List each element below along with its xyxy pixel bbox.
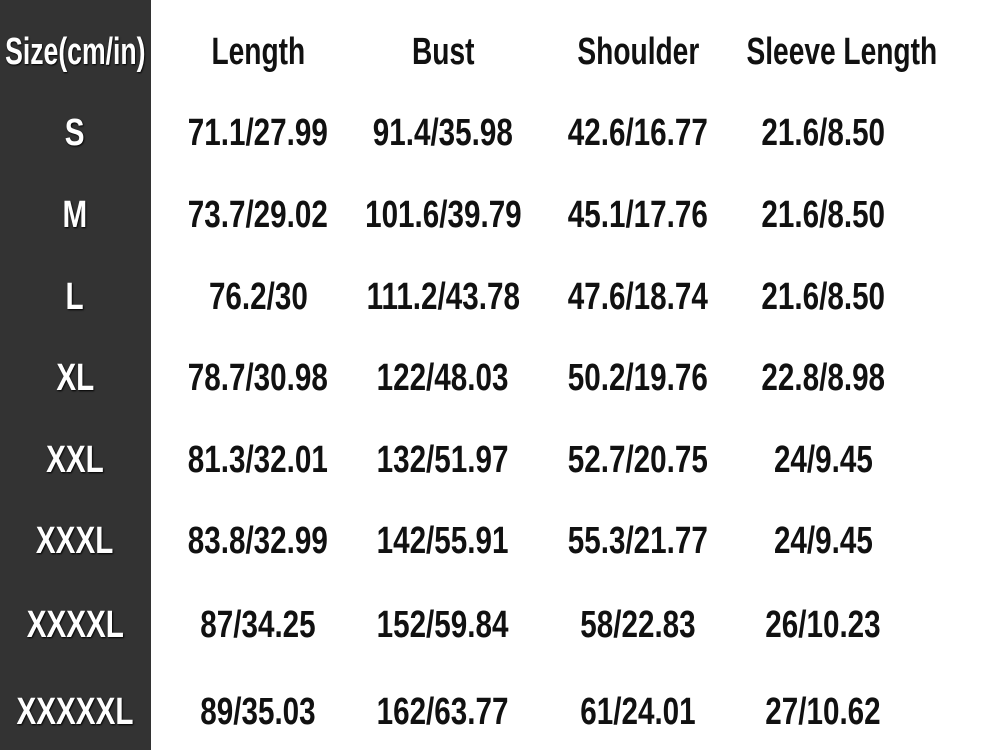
cell-size: XXXXL xyxy=(0,603,185,647)
cell-bust: 142/55.91 xyxy=(333,519,553,563)
cell-sleeve-length: 26/10.23 xyxy=(713,603,933,647)
cell-length: 76.2/30 xyxy=(148,275,368,319)
cell-shoulder: 52.7/20.75 xyxy=(528,438,748,482)
cell-value: 42.6/16.77 xyxy=(567,112,709,154)
cell-value: 152/59.84 xyxy=(377,604,509,646)
cell-value: 76.2/30 xyxy=(208,276,308,318)
cell-length: 78.7/30.98 xyxy=(148,356,368,400)
cell-value: 45.1/17.76 xyxy=(567,194,709,236)
cell-bust: 122/48.03 xyxy=(333,356,553,400)
header-sleeve-length: Sleeve Length xyxy=(713,30,937,74)
header-length: Length xyxy=(148,30,368,74)
cell-shoulder: 47.6/18.74 xyxy=(528,275,748,319)
cell-length: 89/35.03 xyxy=(148,690,368,734)
cell-bust: 132/51.97 xyxy=(333,438,553,482)
cell-value: 89/35.03 xyxy=(200,691,316,733)
header-label: Sleeve Length xyxy=(746,31,938,73)
cell-value: 21.6/8.50 xyxy=(761,194,885,236)
header-label: Shoulder xyxy=(577,31,699,73)
size-column-background xyxy=(0,0,151,750)
cell-size: L xyxy=(0,275,185,319)
cell-bust: 91.4/35.98 xyxy=(333,111,553,155)
header-size: Size(cm/in) xyxy=(0,30,185,74)
header-shoulder: Shoulder xyxy=(528,30,748,74)
cell-value: M xyxy=(62,194,88,236)
cell-value: 55.3/21.77 xyxy=(567,520,709,562)
cell-value: 101.6/39.79 xyxy=(364,194,522,236)
cell-length: 73.7/29.02 xyxy=(148,193,368,237)
cell-value: 142/55.91 xyxy=(377,520,509,562)
cell-value: XXL xyxy=(46,439,104,481)
cell-length: 71.1/27.99 xyxy=(148,111,368,155)
cell-value: 21.6/8.50 xyxy=(761,112,885,154)
cell-value: 73.7/29.02 xyxy=(187,194,329,236)
cell-bust: 101.6/39.79 xyxy=(333,193,553,237)
cell-value: 81.3/32.01 xyxy=(187,439,329,481)
cell-length: 81.3/32.01 xyxy=(148,438,368,482)
cell-value: 52.7/20.75 xyxy=(567,439,709,481)
cell-value: 47.6/18.74 xyxy=(567,276,709,318)
cell-value: 50.2/19.76 xyxy=(567,357,709,399)
cell-size: S xyxy=(0,111,185,155)
cell-value: XXXXL xyxy=(26,604,124,646)
cell-value: S xyxy=(65,112,85,154)
cell-bust: 111.2/43.78 xyxy=(333,275,553,319)
cell-value: 78.7/30.98 xyxy=(187,357,329,399)
cell-value: 26/10.23 xyxy=(765,604,881,646)
cell-bust: 162/63.77 xyxy=(333,690,553,734)
header-label: Length xyxy=(211,31,305,73)
cell-size: XXXL xyxy=(0,519,185,563)
cell-shoulder: 55.3/21.77 xyxy=(528,519,748,563)
cell-value: L xyxy=(65,276,85,318)
header-label: Bust xyxy=(411,31,475,73)
cell-shoulder: 58/22.83 xyxy=(528,603,748,647)
cell-value: 71.1/27.99 xyxy=(187,112,329,154)
cell-size: XXL xyxy=(0,438,185,482)
cell-bust: 152/59.84 xyxy=(333,603,553,647)
cell-sleeve-length: 21.6/8.50 xyxy=(713,111,933,155)
cell-value: 91.4/35.98 xyxy=(372,112,514,154)
header-bust: Bust xyxy=(333,30,553,74)
header-label: Size(cm/in) xyxy=(4,31,146,73)
cell-value: 83.8/32.99 xyxy=(187,520,329,562)
cell-value: XL xyxy=(56,357,94,399)
cell-size: M xyxy=(0,193,185,237)
cell-size: XL xyxy=(0,356,185,400)
cell-size: XXXXXL xyxy=(0,690,185,734)
cell-shoulder: 50.2/19.76 xyxy=(528,356,748,400)
cell-shoulder: 45.1/17.76 xyxy=(528,193,748,237)
cell-value: 162/63.77 xyxy=(377,691,509,733)
cell-shoulder: 61/24.01 xyxy=(528,690,748,734)
cell-value: 122/48.03 xyxy=(377,357,509,399)
cell-value: XXXL xyxy=(36,520,114,562)
cell-shoulder: 42.6/16.77 xyxy=(528,111,748,155)
cell-sleeve-length: 27/10.62 xyxy=(713,690,933,734)
cell-sleeve-length: 24/9.45 xyxy=(713,438,933,482)
cell-sleeve-length: 21.6/8.50 xyxy=(713,275,933,319)
cell-value: 22.8/8.98 xyxy=(761,357,885,399)
cell-sleeve-length: 21.6/8.50 xyxy=(713,193,933,237)
cell-value: 24/9.45 xyxy=(773,520,873,562)
cell-length: 87/34.25 xyxy=(148,603,368,647)
cell-sleeve-length: 22.8/8.98 xyxy=(713,356,933,400)
cell-value: 58/22.83 xyxy=(580,604,696,646)
cell-value: 21.6/8.50 xyxy=(761,276,885,318)
cell-value: 61/24.01 xyxy=(580,691,696,733)
cell-value: 132/51.97 xyxy=(377,439,509,481)
cell-value: 27/10.62 xyxy=(765,691,881,733)
cell-value: 87/34.25 xyxy=(200,604,316,646)
cell-sleeve-length: 24/9.45 xyxy=(713,519,933,563)
cell-value: XXXXXL xyxy=(16,691,134,733)
cell-value: 111.2/43.78 xyxy=(366,276,520,318)
cell-value: 24/9.45 xyxy=(773,439,873,481)
cell-length: 83.8/32.99 xyxy=(148,519,368,563)
